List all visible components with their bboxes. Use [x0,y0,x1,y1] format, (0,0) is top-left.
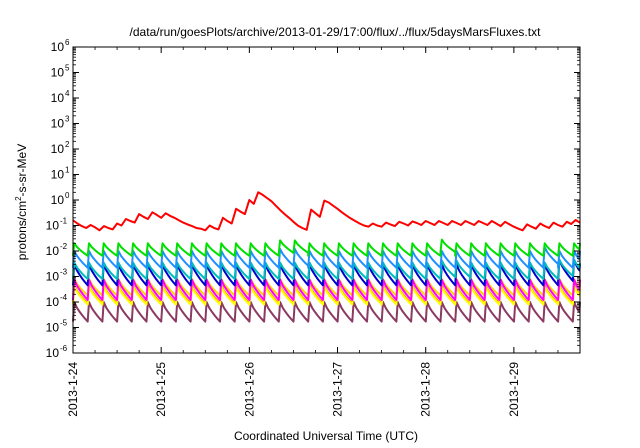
series-line-3 [72,246,581,269]
x-tick-label: 2013-1-27 [331,362,345,417]
y-tick-label: 10-4 [46,293,68,309]
series-line-10 [72,301,581,323]
series-layer [72,191,581,323]
series-line-5 [72,258,581,287]
y-tick-label: 104 [51,89,70,105]
y-axis-title-post: -s-sr-MeV [15,144,29,197]
y-tick-label: 100 [51,191,70,207]
x-axis: 2013-1-24 2013-1-25 2013-1-26 2013-1-27 2013… [66,47,581,417]
x-tick-label: 2013-1-25 [154,362,168,417]
y-axis: 10-6 10-5 10-4 10-3 10-2 10-1 100 101 102 103 104 1… [46,38,580,360]
y-tick-label: 10-2 [46,242,68,258]
chart-title: /data/run/goesPlots/archive/2013-01-29/1… [130,25,542,39]
x-tick-label: 2013-1-26 [242,362,256,417]
y-tick-label: 10-6 [46,344,68,360]
y-tick-label: 10-3 [46,268,68,284]
y-tick-label: 10-5 [46,319,68,335]
y-axis-title: protons/cm2-s-sr-MeV [14,144,29,260]
x-tick-label: 2013-1-24 [66,362,80,417]
y-axis-title-pre: protons/cm [15,201,29,260]
x-tick-label: 2013-1-29 [507,362,521,417]
series-line-1 [72,191,581,232]
series-line-8 [72,285,581,306]
y-tick-label: 106 [51,38,70,54]
y-tick-label: 105 [51,64,70,80]
series-line-2 [72,238,581,257]
y-tick-label: 10-1 [46,217,68,233]
y-tick-label: 101 [51,166,70,182]
y-tick-label: 103 [51,115,70,131]
y-axis-title-sup: 2 [14,196,23,201]
series-line-6 [72,278,581,301]
series-line-4 [72,258,581,280]
y-tick-label: 102 [51,140,70,156]
x-axis-title: Coordinated Universal Time (UTC) [234,429,418,443]
x-tick-label: 2013-1-28 [419,362,433,417]
